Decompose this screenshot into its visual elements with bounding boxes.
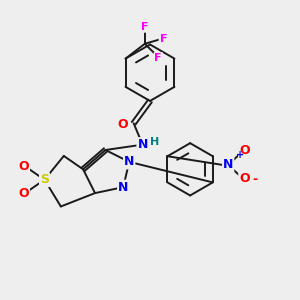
Text: N: N	[118, 181, 128, 194]
Text: F: F	[141, 22, 148, 32]
Text: N: N	[124, 155, 134, 168]
Text: O: O	[18, 160, 29, 172]
Text: O: O	[18, 187, 29, 200]
Text: O: O	[117, 118, 128, 131]
Text: O: O	[239, 172, 250, 185]
Text: F: F	[160, 34, 167, 44]
Text: H: H	[150, 137, 160, 147]
Text: +: +	[236, 150, 244, 160]
Text: N: N	[137, 138, 148, 151]
Text: -: -	[252, 173, 257, 186]
Text: S: S	[40, 173, 49, 186]
Text: O: O	[239, 144, 250, 158]
Text: F: F	[154, 53, 162, 63]
Text: N: N	[223, 158, 233, 171]
